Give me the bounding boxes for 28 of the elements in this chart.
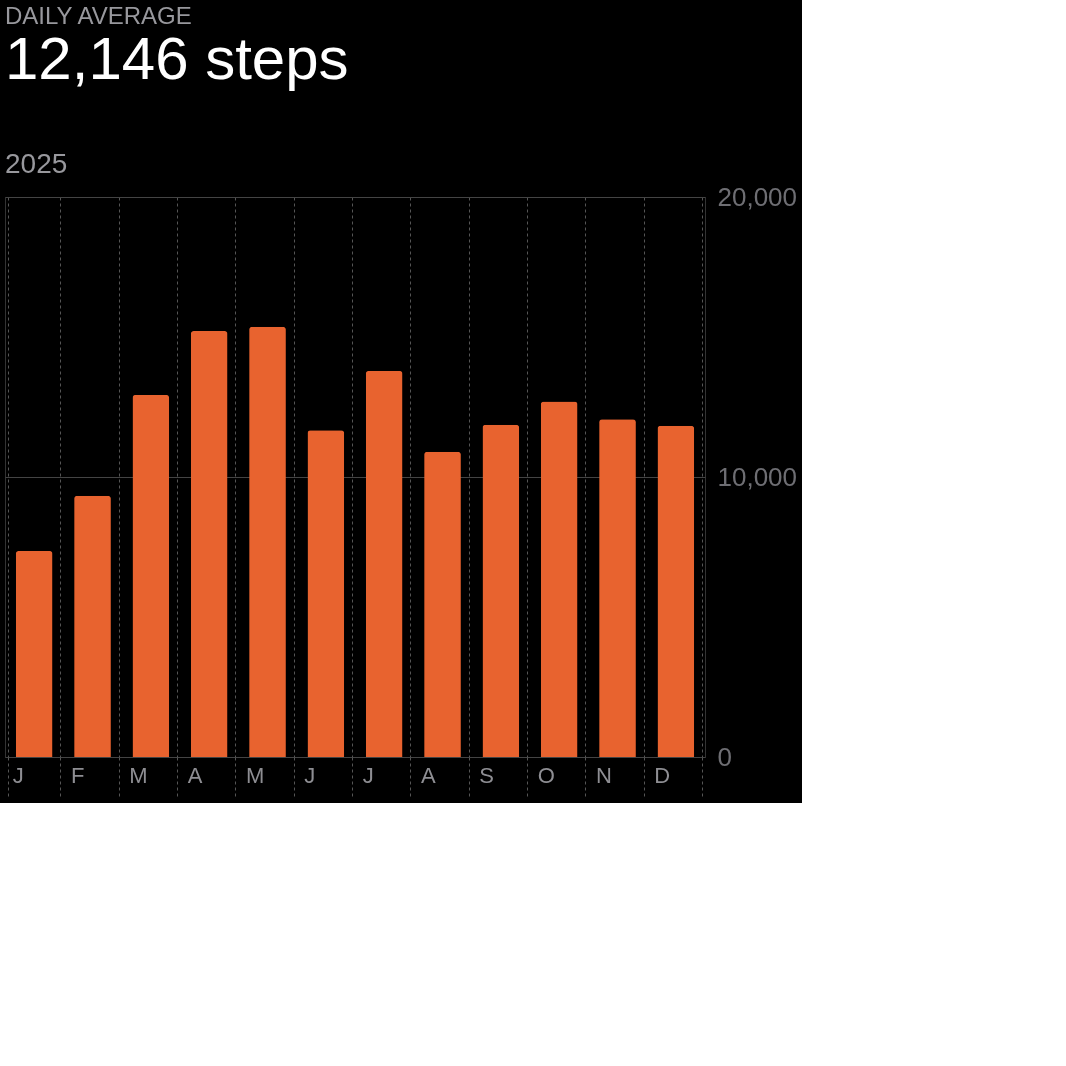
bar	[424, 451, 461, 757]
x-tick-label: J	[362, 762, 374, 788]
x-tick-label: A	[421, 762, 436, 788]
bar	[482, 424, 520, 757]
x-tick-label: A	[187, 762, 203, 788]
bar	[190, 331, 228, 757]
y-tick-label: 20,000	[717, 181, 798, 212]
bar	[249, 326, 286, 757]
x-tick-label: S	[479, 762, 495, 788]
x-tick-label: M	[129, 762, 148, 788]
text: 2025	[5, 148, 68, 179]
bar	[540, 401, 578, 757]
y-tick-label: 10,000	[717, 461, 798, 492]
bar	[132, 394, 170, 757]
x-tick-label: O	[537, 762, 555, 788]
x-tick-label: D	[654, 762, 671, 788]
bar	[307, 430, 345, 757]
bar	[74, 495, 111, 757]
x-tick-label: M	[246, 762, 265, 788]
bar	[15, 550, 53, 757]
x-tick-label: N	[596, 762, 612, 788]
bar	[365, 370, 403, 757]
x-tick-label: J	[304, 762, 316, 788]
x-tick-label: J	[12, 762, 24, 788]
y-tick-label: 0	[717, 741, 732, 772]
bar	[657, 425, 695, 757]
bar	[599, 419, 636, 757]
x-tick-label: F	[71, 762, 85, 788]
